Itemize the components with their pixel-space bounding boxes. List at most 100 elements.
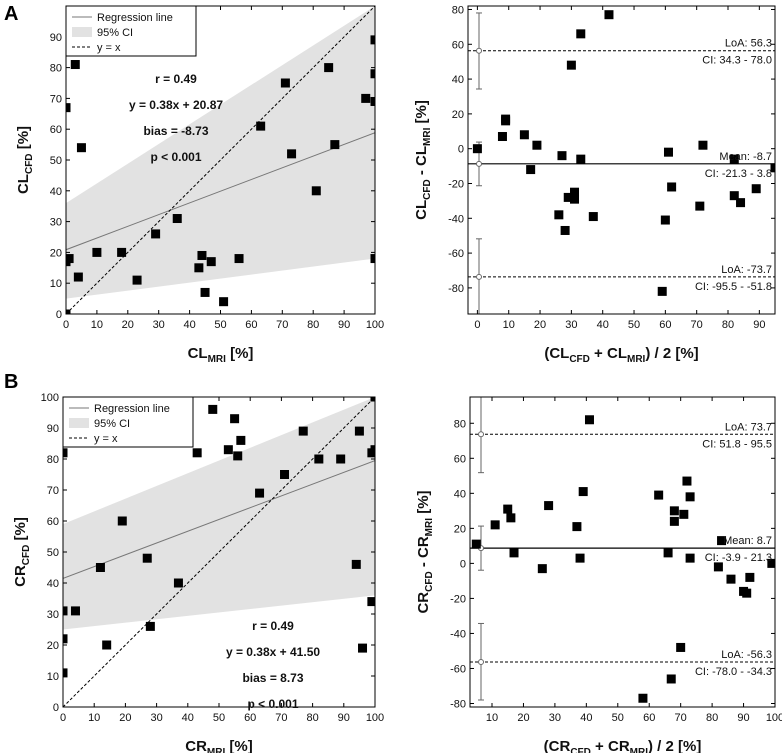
y-axis-label: CRCFD - CRMRI [%] [415, 490, 435, 613]
data-point [578, 487, 588, 497]
legend-label-regression: Regression line [97, 12, 173, 24]
x-axis-label: (CRCFD + CRMRI) / 2 [%] [544, 738, 702, 753]
y-axis-label: CLCFD - CLMRI [%] [413, 100, 433, 220]
ci-errorbar-center [478, 431, 484, 438]
data-point [742, 588, 752, 598]
data-point [102, 640, 112, 650]
data-point [370, 254, 375, 264]
y-tick-label: 20 [47, 640, 59, 652]
data-point [192, 448, 202, 458]
x-tick-label: 60 [643, 712, 655, 724]
y-tick-label: 40 [47, 578, 59, 590]
data-point [66, 254, 74, 264]
loa-lower-ci-label: CI: -78.0 - -34.3 [695, 666, 772, 678]
y-tick-label: 10 [47, 671, 59, 683]
legend-label-ci: 95% CI [97, 27, 133, 39]
plots: 0 10 20 30 40 50 60 70 80 90 100010203040506070809… [12, 4, 782, 753]
x-tick-label: 40 [580, 712, 592, 724]
x-tick-label: 40 [597, 319, 609, 331]
x-axis-label: (CLCFD + CLMRI) / 2 [%] [544, 345, 698, 365]
data-point [145, 621, 155, 631]
data-point [351, 559, 361, 569]
data-point [63, 448, 68, 458]
legend: Regression line 95% CI y = x [65, 5, 197, 57]
data-point [142, 553, 152, 563]
y-tick-label: 20 [452, 109, 464, 121]
x-tick-label: 30 [150, 712, 162, 724]
data-point [669, 506, 679, 516]
x-tick-label: 80 [306, 712, 318, 724]
y-tick-label: 40 [452, 74, 464, 86]
data-point [73, 272, 83, 282]
data-point [208, 404, 218, 414]
y-tick-label: 100 [41, 392, 59, 404]
data-point [471, 539, 481, 549]
x-tick-label: 50 [628, 319, 640, 331]
data-point [575, 553, 585, 563]
y-tick-label: 0 [458, 144, 464, 156]
data-point [76, 143, 86, 153]
x-tick-label: 20 [517, 712, 529, 724]
loa-upper-label: LoA: 56.3 [725, 38, 772, 50]
data-point [336, 454, 346, 464]
data-point [736, 198, 746, 208]
y-tick-label: 40 [50, 186, 62, 198]
data-point [685, 553, 695, 563]
x-tick-label: 100 [366, 712, 384, 724]
x-tick-label: 90 [737, 712, 749, 724]
data-point [570, 187, 580, 197]
data-point [501, 116, 511, 126]
data-point [280, 470, 290, 479]
x-tick-label: 60 [244, 712, 256, 724]
x-axis-label: CLMRI [%] [188, 345, 254, 365]
x-tick-label: 30 [549, 712, 561, 724]
ci-errorbar-center [476, 273, 482, 280]
legend-label-ci: 95% CI [94, 418, 130, 430]
data-point [95, 563, 105, 572]
data-point [666, 674, 676, 684]
legend-swatch-ci [69, 418, 89, 428]
data-point [588, 212, 598, 222]
axes-frame [467, 5, 776, 315]
data-point [698, 140, 708, 150]
loa-lower-label: LoA: -56.3 [721, 649, 772, 661]
data-point [663, 147, 673, 157]
data-point [685, 492, 695, 502]
mean-ci-label: CI: -3.9 - 21.3 [705, 552, 772, 564]
data-point [117, 516, 127, 526]
x-tick-label: 20 [119, 712, 131, 724]
data-point [330, 140, 340, 150]
y-tick-label: -80 [450, 698, 466, 710]
x-tick-label: 0 [60, 712, 66, 724]
stat-line: bias = -8.73 [143, 124, 208, 138]
stat-line: p < 0.001 [247, 697, 298, 711]
data-point [324, 63, 334, 73]
stat-line: r = 0.49 [252, 619, 294, 633]
data-point [66, 103, 71, 113]
y-tick-label: -20 [450, 593, 466, 605]
data-point [358, 643, 368, 653]
x-tick-label: 50 [214, 319, 226, 331]
data-point [584, 415, 594, 425]
x-tick-label: 10 [88, 712, 100, 724]
ci-band [66, 6, 375, 299]
stat-line: p < 0.001 [150, 150, 201, 164]
data-point [194, 263, 204, 273]
data-point [234, 254, 244, 264]
chart-A-scatter: 0 10 20 30 40 50 60 70 80 90 100 0 10 20 30 40 50 60 70 80 9… [15, 5, 384, 365]
data-point [311, 186, 321, 196]
y-tick-label: 40 [454, 488, 466, 500]
mean-ci-label: CI: -21.3 - 3.8 [705, 168, 772, 180]
data-point [256, 121, 266, 131]
chart-B-bland: 10 20 30 40 50 60 70 80 90 100 -80 -60 -40 -20 0 20 40 60… [415, 396, 782, 753]
data-point [70, 606, 80, 616]
y-tick-label: -80 [448, 283, 464, 295]
x-tick-label: 100 [366, 319, 384, 331]
data-point [663, 548, 673, 558]
x-tick-label: 90 [753, 319, 765, 331]
x-tick-label: 70 [275, 712, 287, 724]
data-point [544, 501, 554, 511]
legend-label-identity: y = x [94, 433, 118, 445]
y-tick-label: 60 [47, 516, 59, 528]
x-tick-label: 70 [691, 319, 703, 331]
